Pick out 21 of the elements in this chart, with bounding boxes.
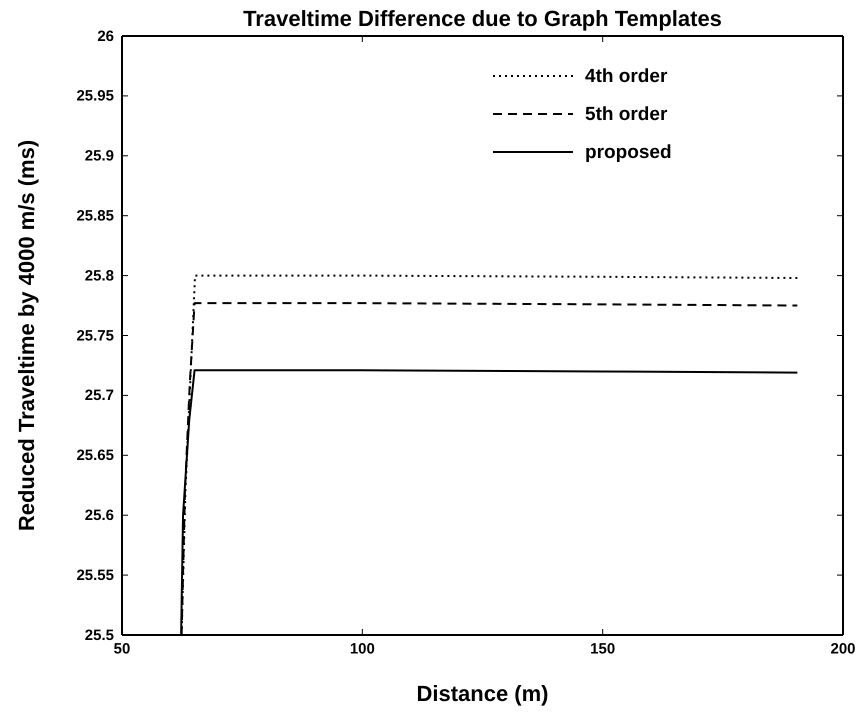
x-tick-label: 100	[350, 640, 375, 658]
x-tick-label: 150	[590, 640, 616, 658]
y-tick-label: 25.95	[76, 88, 114, 105]
y-tick-label: 25.9	[84, 148, 114, 165]
y-tick-label: 25.75	[76, 327, 114, 344]
y-tick-label: 25.5	[84, 626, 114, 644]
legend-label: 4th order	[585, 66, 668, 87]
legend-label: 5th order	[585, 104, 668, 125]
x-axis-title: Distance (m)	[416, 681, 549, 706]
y-tick-label: 26	[97, 28, 114, 45]
y-tick-label: 25.55	[76, 566, 114, 584]
y-tick-label: 25.65	[76, 447, 114, 464]
legend-label: proposed	[585, 142, 672, 163]
y-axis-title: Reduced Traveltime by 4000 m/s (ms)	[14, 140, 39, 532]
x-tick-label: 50	[114, 640, 130, 658]
x-tick-label: 200	[830, 640, 856, 658]
y-tick-label: 25.85	[76, 208, 114, 224]
y-tick-label: 25.7	[84, 387, 114, 404]
chart-title: Traveltime Difference due to Graph Templates	[243, 6, 722, 31]
y-tick-label: 25.6	[84, 507, 114, 524]
y-tick-label: 25.8	[84, 267, 114, 284]
